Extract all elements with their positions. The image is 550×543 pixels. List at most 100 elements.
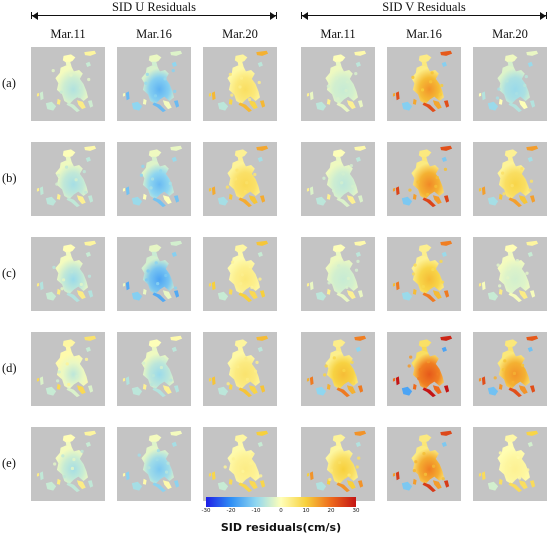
residual-speck: [498, 451, 503, 455]
residual-speck: [69, 73, 73, 77]
coastal-streak: [152, 197, 166, 208]
residual-speck: [412, 272, 416, 276]
coastal-streak: [248, 480, 258, 490]
residual-speck: [231, 457, 235, 461]
ice-region-northeast: [354, 240, 367, 246]
ice-region-north: [332, 149, 346, 159]
residual-speck: [497, 87, 501, 91]
ice-region-northeast: [84, 50, 97, 56]
residual-speck: [245, 181, 249, 185]
residual-speck: [349, 164, 353, 168]
coastal-streak: [162, 100, 172, 110]
coastal-streak: [432, 290, 442, 300]
ice-region-main: [325, 350, 358, 389]
column-label: Mar.11: [320, 27, 356, 41]
coastal-streak: [508, 387, 522, 398]
coastal-streak: [487, 481, 499, 491]
coastal-streak: [478, 282, 482, 287]
residual-speck: [70, 270, 74, 274]
residual-speck: [59, 90, 63, 94]
coastal-streak: [208, 282, 212, 287]
residual-map: [208, 145, 269, 208]
coastal-streak: [487, 196, 499, 206]
residual-speck: [51, 69, 55, 73]
residual-speck: [228, 72, 233, 77]
ice-region-north: [148, 339, 162, 349]
residual-speck: [345, 80, 350, 84]
coastal-streak: [508, 482, 522, 493]
residual-map: [122, 50, 183, 113]
residual-speck: [412, 469, 417, 473]
column-label: Mar.20: [492, 27, 528, 41]
coastal-streak: [412, 383, 417, 390]
coastal-streak: [401, 386, 413, 396]
coastal-streak: [131, 386, 143, 396]
ice-region-north: [62, 434, 76, 444]
coastal-streak: [392, 377, 396, 382]
coastal-streak: [66, 482, 80, 493]
residual-speck: [440, 280, 445, 284]
residual-speck: [61, 454, 65, 458]
ice-region-north: [418, 434, 432, 444]
map-panel: [203, 332, 277, 406]
coastal-streak: [45, 481, 57, 491]
residual-speck: [225, 185, 230, 189]
ice-region-northeast: [256, 335, 269, 341]
residual-speck: [153, 94, 158, 98]
coastal-streak: [248, 195, 258, 205]
coastal-streak: [171, 61, 177, 67]
ice-region-north: [332, 244, 346, 254]
residual-speck: [259, 474, 263, 478]
coastal-streak: [85, 156, 91, 162]
residual-speck: [331, 189, 336, 193]
coastal-streak: [481, 186, 486, 196]
residual-speck: [435, 175, 439, 180]
residual-speck: [164, 273, 168, 278]
residual-speck: [507, 267, 511, 271]
map-panel: [387, 427, 461, 501]
map-panel: [31, 427, 105, 501]
coastal-streak: [171, 346, 177, 352]
arrow-right-icon: [540, 12, 546, 20]
ice-region-northeast: [440, 240, 453, 246]
coastal-streak: [122, 472, 126, 477]
residual-speck: [149, 186, 153, 190]
residual-speck: [431, 267, 435, 272]
residual-map: [122, 335, 183, 398]
coastal-streak: [392, 187, 396, 192]
residual-speck: [351, 184, 355, 189]
residual-speck: [411, 75, 415, 79]
coastal-streak: [422, 482, 436, 493]
residual-map: [208, 240, 269, 303]
coastal-streak: [36, 92, 40, 97]
residual-speck: [443, 167, 448, 172]
ice-region-north: [504, 54, 518, 64]
coastal-streak: [326, 193, 331, 200]
coastal-streak: [346, 480, 356, 490]
residual-speck: [150, 177, 155, 181]
residual-map: [392, 50, 453, 113]
coastal-streak: [529, 480, 536, 488]
coastal-streak: [306, 472, 310, 477]
coastal-streak: [527, 251, 533, 257]
residual-speck: [351, 381, 356, 385]
ice-region-northeast: [84, 430, 97, 436]
colorbar-tick: 20: [327, 508, 335, 514]
coastal-streak: [498, 98, 503, 105]
residual-map: [392, 430, 453, 493]
residual-speck: [55, 182, 59, 186]
residual-speck: [430, 71, 434, 75]
ice-region-northeast: [256, 430, 269, 436]
coastal-streak: [346, 385, 356, 395]
coastal-streak: [125, 186, 130, 196]
coastal-streak: [309, 471, 314, 481]
ice-region-north: [62, 244, 76, 254]
residual-speck: [249, 461, 253, 465]
coastal-streak: [56, 193, 61, 200]
residual-speck: [440, 83, 444, 88]
coastal-streak: [125, 281, 130, 291]
residual-speck: [498, 284, 502, 288]
residual-speck: [524, 74, 528, 79]
ice-region-north: [234, 434, 248, 444]
ice-region-northeast: [526, 335, 539, 341]
